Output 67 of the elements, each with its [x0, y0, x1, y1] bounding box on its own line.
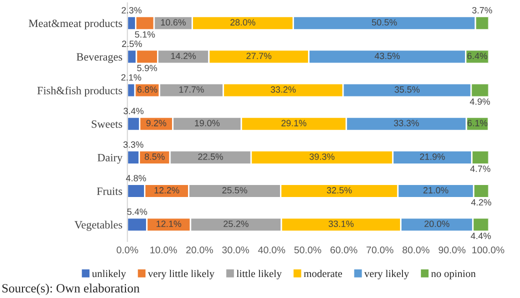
data-label: 25.2%: [224, 220, 248, 228]
data-label: 27.7%: [246, 52, 272, 60]
x-tick-label: 80.0%: [402, 246, 430, 254]
data-label: 6.1%: [468, 120, 488, 126]
data-label: 12.2%: [154, 187, 180, 194]
x-tick-label: 50.0%: [294, 246, 322, 254]
legend-label: no opinion: [431, 270, 476, 280]
data-label: 2.3%: [122, 7, 142, 14]
data-label: 4.9%: [470, 98, 490, 105]
source-note: Source(s): Own elaboration: [2, 284, 140, 296]
legend-label: moderate: [304, 270, 342, 278]
data-label: 20.0%: [424, 220, 450, 228]
data-label: 12.1%: [156, 220, 182, 227]
x-tick-label: 90.0%: [438, 246, 466, 254]
data-label: 5.1%: [134, 31, 155, 38]
data-label: 21.0%: [423, 187, 448, 194]
legend-label: very likely: [364, 270, 410, 280]
x-tick-label: 40.0%: [258, 246, 286, 254]
data-label: 4.8%: [126, 174, 146, 182]
data-label: 28.0%: [230, 19, 256, 26]
data-label: 17.7%: [179, 86, 204, 93]
data-label: 8.5%: [144, 153, 165, 160]
data-label: 4.2%: [471, 199, 492, 206]
y-tick-label: Fruits: [96, 188, 122, 195]
data-label: 50.5%: [372, 19, 397, 26]
data-label: 3.7%: [472, 7, 492, 14]
data-label: 35.5%: [394, 86, 420, 93]
data-label: 2.1%: [121, 74, 142, 81]
data-label: 5.9%: [137, 64, 158, 72]
x-tick-label: 70.0%: [366, 246, 394, 254]
data-label: 33.3%: [394, 120, 419, 126]
data-label: 4.4%: [470, 232, 491, 240]
y-tick-label: Fish&fish products: [37, 86, 122, 97]
y-tick-label: Meat&meat products: [28, 19, 122, 30]
y-tick-label: Beverages: [76, 53, 122, 63]
data-label: 33.2%: [270, 86, 296, 93]
legend-label: very little likely: [148, 270, 214, 280]
data-label: 5.4%: [127, 208, 148, 215]
legend-label: unlikely: [92, 270, 126, 280]
data-label: 4.7%: [470, 166, 490, 172]
data-label: 22.5%: [198, 153, 224, 160]
data-label: 21.9%: [420, 153, 445, 160]
data-label: 33.1%: [328, 220, 354, 228]
legend-label: little likely: [236, 270, 282, 280]
data-label: 2.5%: [122, 40, 142, 48]
data-label: 6.8%: [137, 86, 158, 93]
data-label: 32.5%: [326, 187, 352, 194]
y-tick-label: Vegetables: [74, 220, 122, 231]
data-label: 19.0%: [195, 120, 220, 126]
x-tick-label: 30.0%: [222, 246, 250, 254]
data-label: 25.5%: [222, 187, 248, 194]
x-tick-label: 100.0%: [472, 246, 504, 254]
x-tick-label: 60.0%: [330, 246, 358, 254]
data-label: 9.2%: [146, 120, 166, 126]
data-label: 3.4%: [124, 108, 144, 114]
data-label: 3.3%: [123, 141, 144, 148]
y-tick-label: Dairy: [98, 154, 122, 164]
x-tick-label: 20.0%: [186, 246, 213, 254]
data-label: 10.6%: [161, 19, 186, 26]
data-label: 43.5%: [374, 52, 400, 60]
data-label: 6.4%: [467, 52, 488, 60]
y-tick-label: Sweets: [92, 120, 122, 128]
data-label: 29.1%: [282, 120, 306, 126]
x-tick-label: 0.0%: [116, 246, 138, 254]
x-tick-label: 10.0%: [150, 246, 177, 254]
data-label: 39.3%: [310, 153, 334, 160]
data-label: 14.2%: [171, 52, 196, 60]
